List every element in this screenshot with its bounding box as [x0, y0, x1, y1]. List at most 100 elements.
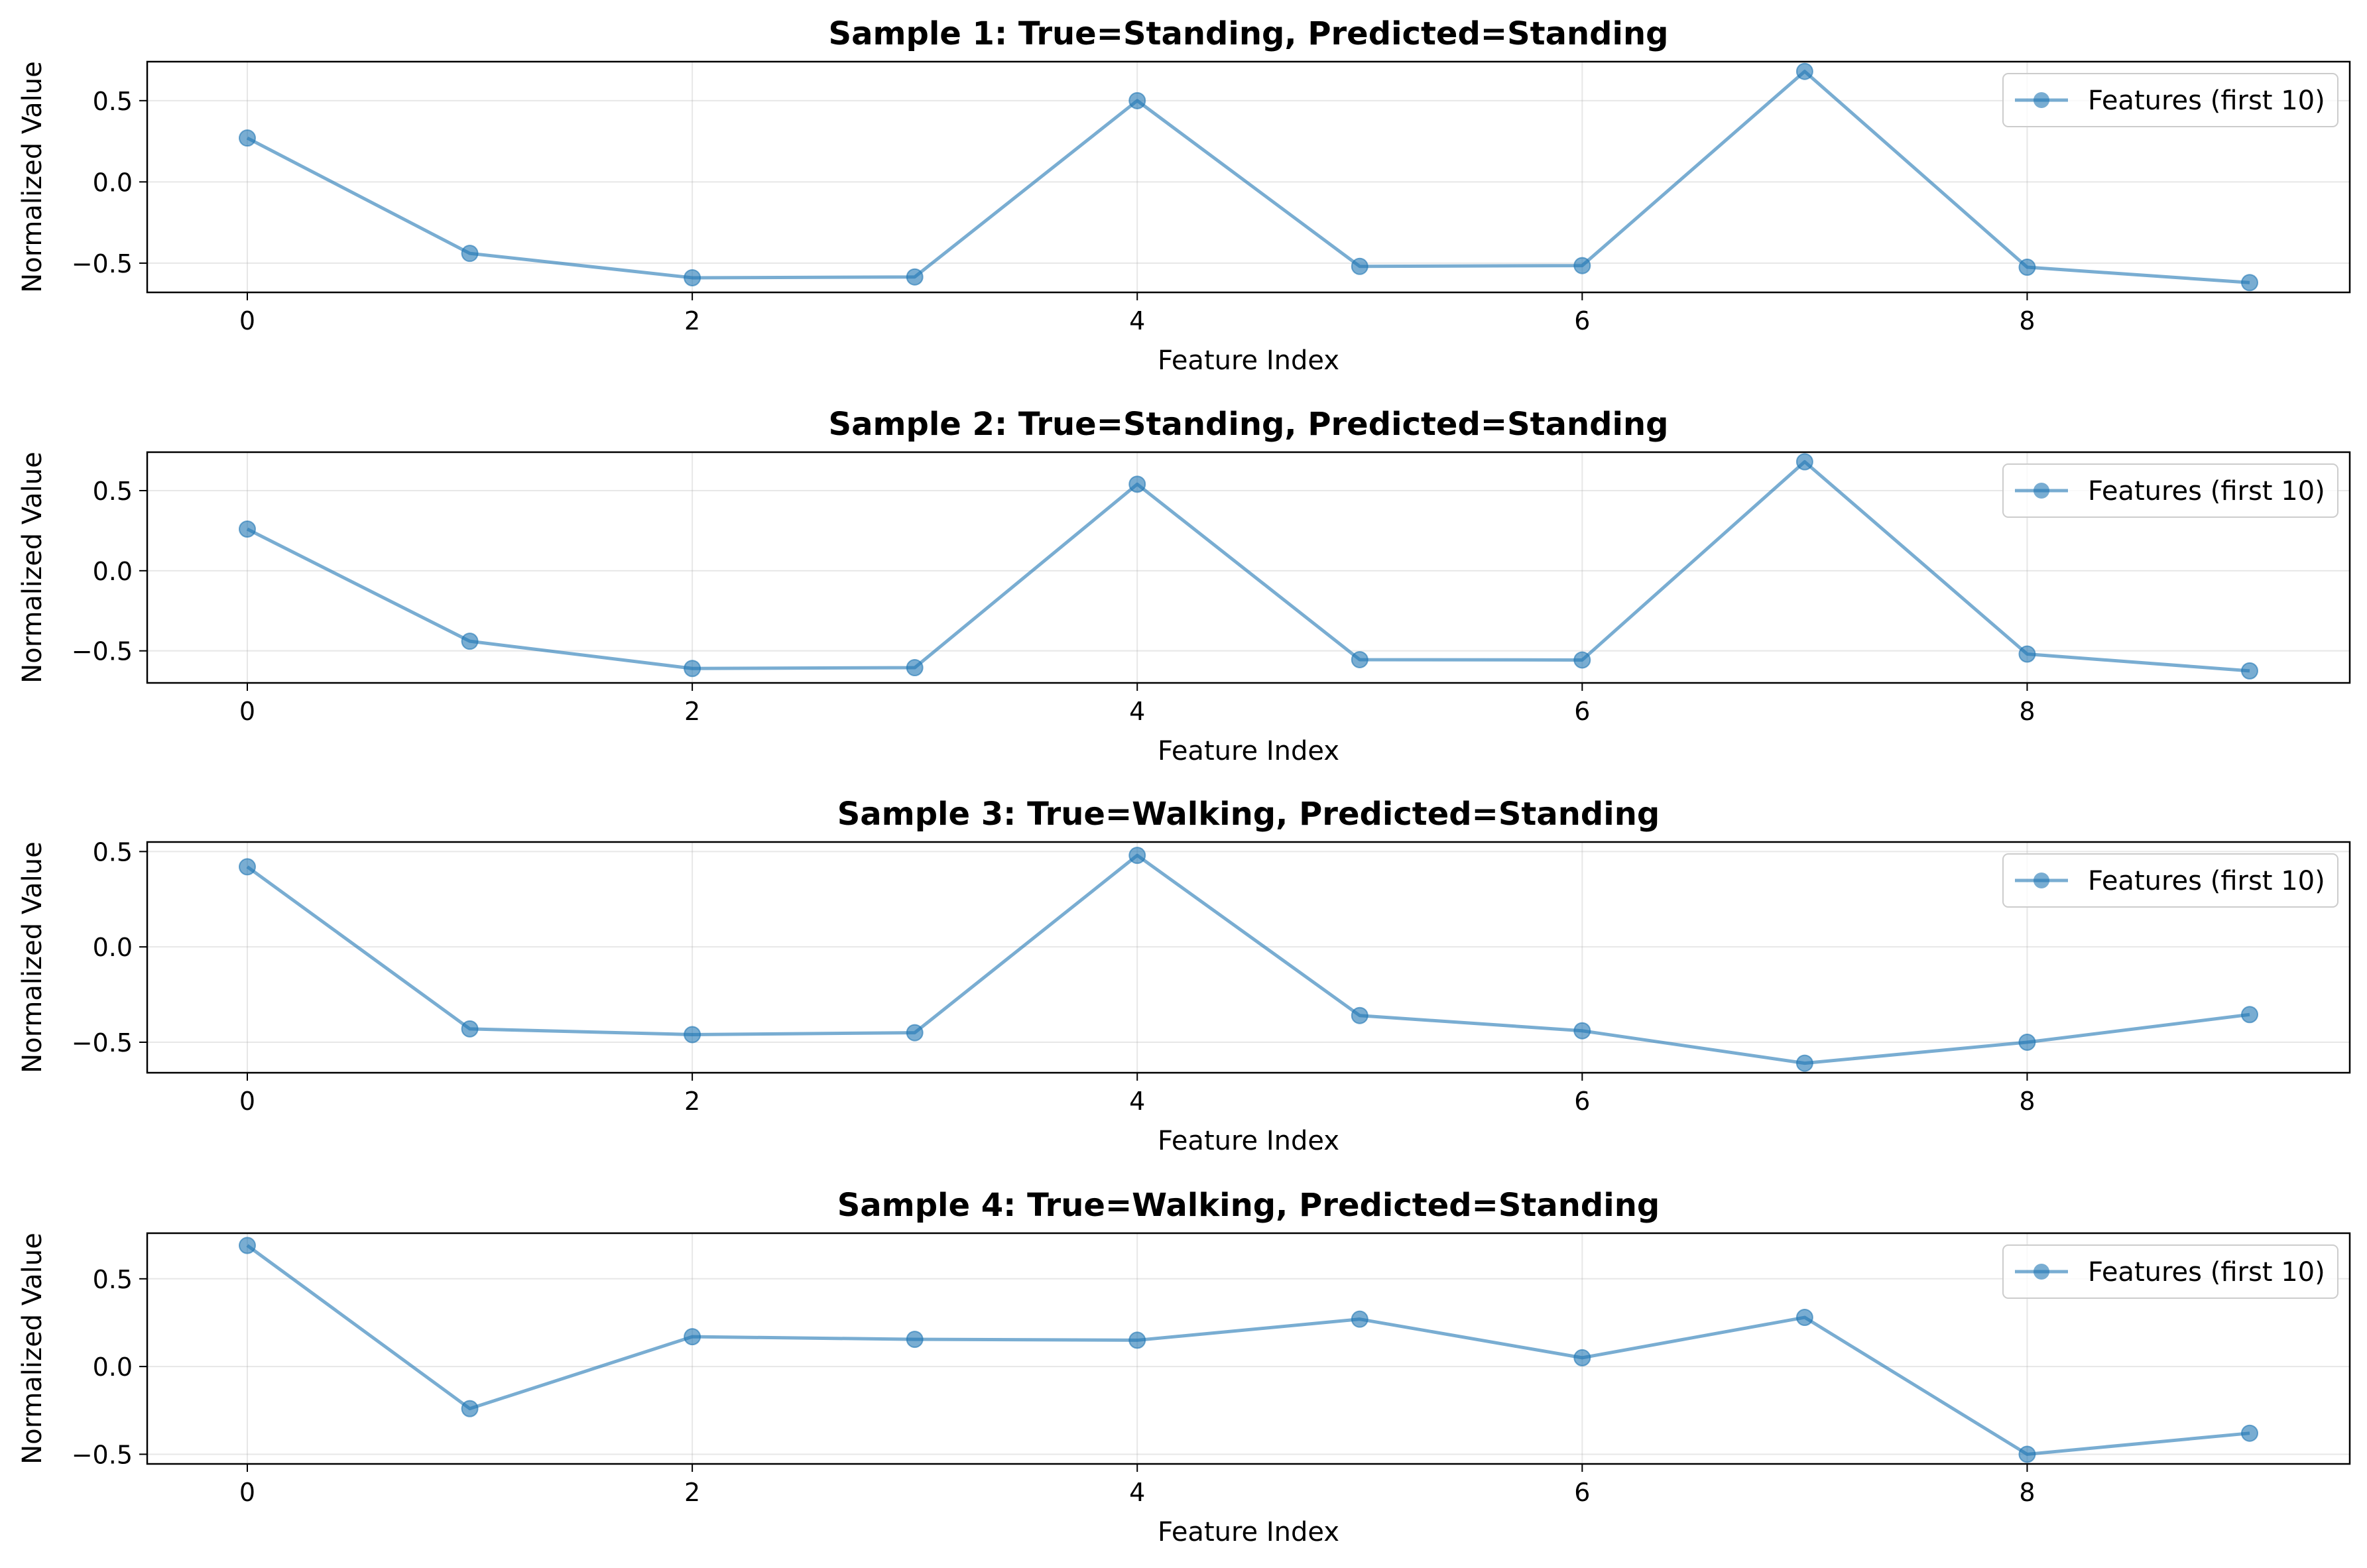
x-tick-label: 6 [1574, 697, 1590, 726]
data-point [684, 660, 701, 678]
series-line [246, 460, 2250, 673]
x-tick-label: 0 [239, 1478, 255, 1507]
y-tick-label: 0.0 [93, 557, 133, 586]
data-point [1351, 1006, 1368, 1024]
x-axis-label: Feature Index [1158, 345, 1339, 376]
data-point [461, 1400, 479, 1417]
legend-marker [2033, 1264, 2049, 1280]
data-point [1573, 257, 1591, 274]
legend-box [2002, 1244, 2338, 1299]
legend-marker [2033, 873, 2049, 888]
legend-label: Features (first 10) [2088, 1257, 2325, 1288]
data-point [2241, 1006, 2258, 1024]
x-tick-label: 6 [1574, 1087, 1590, 1116]
data-point [1795, 1309, 1813, 1327]
data-point [2241, 662, 2258, 680]
y-axis-label: Normalized Value [17, 841, 48, 1073]
data-point [461, 1020, 479, 1038]
x-tick-label: 6 [1574, 306, 1590, 335]
y-tick-label: −0.5 [72, 1028, 133, 1057]
y-tick-label: 0.0 [93, 933, 133, 962]
data-point [906, 659, 924, 677]
x-tick-label: 6 [1574, 1478, 1590, 1507]
subplot-3: Sample 3: True=Walking, Predicted=Standi… [17, 796, 2351, 1156]
data-point [1795, 1054, 1813, 1072]
data-point [1351, 257, 1368, 275]
series-line [246, 70, 2250, 284]
x-tick-label: 0 [239, 1087, 255, 1116]
legend-box [2002, 463, 2338, 518]
x-tick-label: 2 [684, 1087, 700, 1116]
data-point [239, 858, 256, 876]
x-axis-label: Feature Index [1158, 1126, 1339, 1156]
chart-title: Sample 2: True=Standing, Predicted=Stand… [829, 406, 1669, 443]
data-point [1573, 1022, 1591, 1040]
data-point [684, 1328, 701, 1346]
legend-label: Features (first 10) [2088, 866, 2325, 896]
data-point [2018, 1445, 2036, 1463]
data-point [1128, 1331, 1146, 1349]
data-point [1351, 650, 1368, 668]
data-point [1128, 475, 1146, 493]
data-point [1573, 651, 1591, 669]
y-tick-label: −0.5 [72, 249, 133, 278]
legend-label: Features (first 10) [2088, 476, 2325, 507]
data-point [906, 1331, 924, 1349]
x-tick-label: 4 [1129, 306, 1145, 335]
data-point [1795, 453, 1813, 471]
data-point [684, 1026, 701, 1044]
y-tick-label: 0.5 [93, 1265, 133, 1294]
y-tick-label: −0.5 [72, 1440, 133, 1469]
series-line [246, 853, 2250, 1065]
y-tick-label: 0.5 [93, 837, 133, 867]
x-axis-label: Feature Index [1158, 736, 1339, 766]
data-point [1573, 1349, 1591, 1366]
y-axis-label: Normalized Value [17, 1233, 48, 1464]
x-tick-label: 8 [2019, 1478, 2035, 1507]
data-point [906, 268, 924, 286]
plot-frame [146, 60, 2351, 294]
x-axis-label: Feature Index [1158, 1517, 1339, 1547]
data-point [684, 269, 701, 286]
legend-marker [2033, 483, 2049, 499]
subplot-4: Sample 4: True=Walking, Predicted=Standi… [17, 1187, 2351, 1547]
legend-marker [2033, 92, 2049, 108]
x-tick-label: 4 [1129, 1478, 1145, 1507]
data-point [1351, 1310, 1368, 1328]
x-tick-label: 0 [239, 697, 255, 726]
data-point [239, 520, 256, 538]
x-tick-label: 8 [2019, 697, 2035, 726]
data-point [2241, 1424, 2258, 1442]
y-tick-label: 0.5 [93, 87, 133, 116]
data-point [906, 1024, 924, 1042]
legend-box [2002, 853, 2338, 908]
y-axis-label: Normalized Value [17, 452, 48, 683]
x-tick-label: 2 [684, 697, 700, 726]
x-tick-label: 4 [1129, 1087, 1145, 1116]
data-point [1795, 62, 1813, 80]
plot-frame [146, 1232, 2351, 1465]
y-tick-label: 0.0 [93, 168, 133, 197]
x-tick-label: 8 [2019, 306, 2035, 335]
series-line [246, 1244, 2250, 1456]
data-point [1128, 91, 1146, 109]
data-point [239, 129, 256, 147]
y-tick-label: −0.5 [72, 637, 133, 666]
x-tick-label: 2 [684, 306, 700, 335]
y-axis-label: Normalized Value [17, 61, 48, 292]
chart-title: Sample 4: True=Walking, Predicted=Standi… [837, 1187, 1660, 1224]
data-point [2241, 274, 2258, 292]
legend-box [2002, 73, 2338, 127]
subplot-2: Sample 2: True=Standing, Predicted=Stand… [17, 406, 2351, 766]
plot-frame [146, 841, 2351, 1074]
data-point [2018, 1033, 2036, 1051]
chart-title: Sample 3: True=Walking, Predicted=Standi… [837, 796, 1660, 833]
y-tick-label: 0.5 [93, 477, 133, 506]
x-tick-label: 8 [2019, 1087, 2035, 1116]
data-point [239, 1236, 256, 1254]
x-tick-label: 0 [239, 306, 255, 335]
chart-title: Sample 1: True=Standing, Predicted=Stand… [829, 15, 1669, 52]
plot-frame [146, 451, 2351, 684]
data-point [1128, 847, 1146, 865]
